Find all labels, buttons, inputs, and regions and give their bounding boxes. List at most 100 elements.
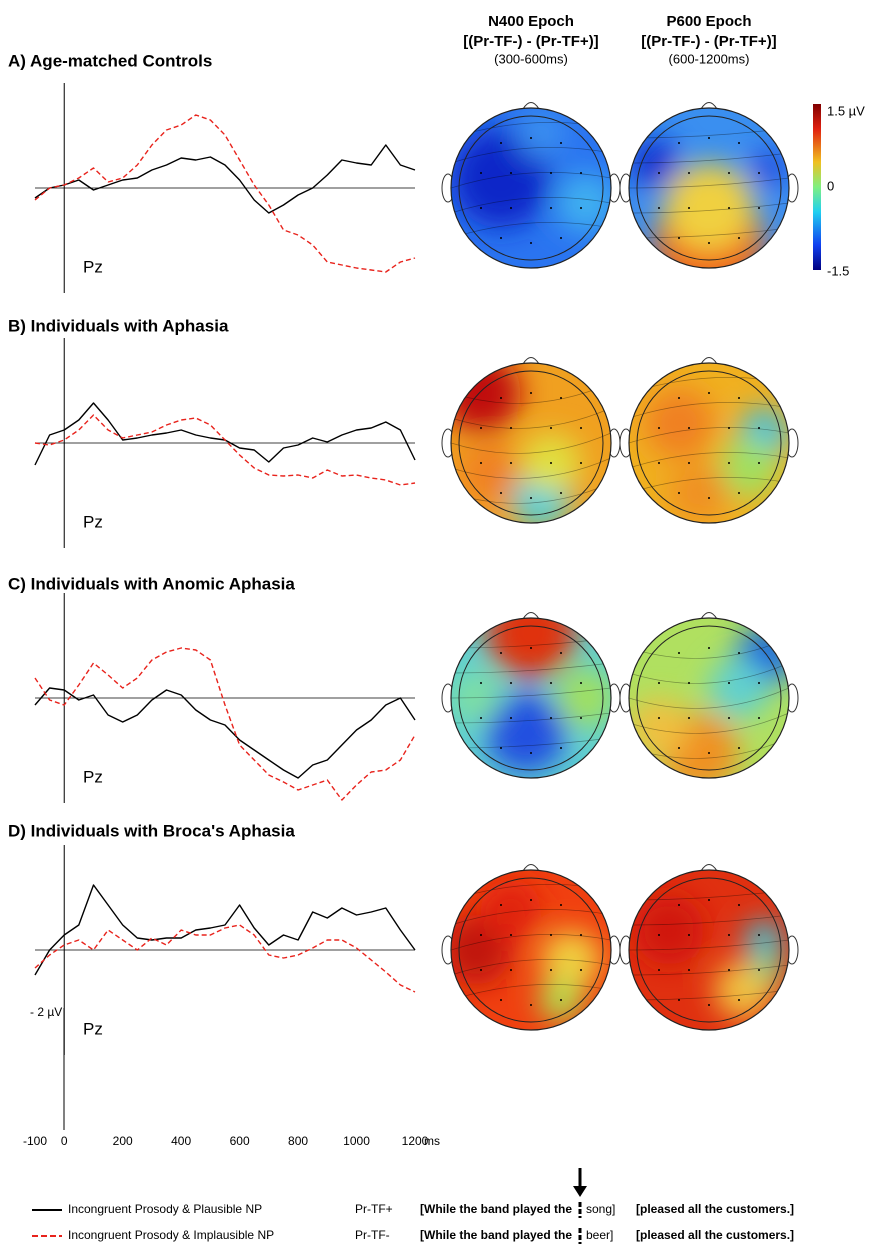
head-outline <box>628 869 790 1031</box>
electrode <box>530 647 532 649</box>
erp-line <box>34 924 416 993</box>
electrode <box>580 717 582 719</box>
head-outline <box>450 869 612 1031</box>
erp-line <box>34 144 416 214</box>
x-tick-label: 600 <box>230 1134 250 1148</box>
x-tick-label: 0 <box>61 1134 68 1148</box>
topomap <box>441 357 621 524</box>
nose <box>700 357 718 365</box>
field-blob <box>461 443 521 503</box>
contour <box>629 914 789 926</box>
nose <box>700 102 718 110</box>
x-tick-label: 400 <box>171 1134 191 1148</box>
electrode <box>530 242 532 244</box>
electrode <box>500 999 502 1001</box>
nose <box>522 864 540 872</box>
electrode <box>480 462 482 464</box>
head-outline <box>450 617 612 779</box>
arrow-head <box>573 1186 587 1197</box>
electrode <box>758 462 760 464</box>
electrode <box>480 172 482 174</box>
electrode <box>510 427 512 429</box>
contour <box>629 152 789 164</box>
electrode <box>550 717 552 719</box>
erp-line <box>34 402 416 466</box>
electrode <box>560 999 562 1001</box>
electrode <box>530 752 532 754</box>
scale-label: - 2 µV <box>30 1005 62 1019</box>
field-blob <box>634 895 704 965</box>
contour <box>629 452 789 469</box>
electrode <box>510 717 512 719</box>
electrode <box>738 904 740 906</box>
electrode <box>758 207 760 209</box>
electrode <box>658 682 660 684</box>
electrode <box>500 142 502 144</box>
electrode <box>678 904 680 906</box>
electrode <box>658 462 660 464</box>
field <box>451 363 611 523</box>
electrode <box>678 397 680 399</box>
electrode <box>580 172 582 174</box>
field-blob <box>664 163 754 253</box>
legend-word: song] <box>586 1202 615 1216</box>
contour <box>629 712 789 734</box>
electrode <box>688 172 690 174</box>
electrode <box>510 969 512 971</box>
field <box>451 870 611 1030</box>
legend-sentence: [While the band played the <box>420 1228 572 1242</box>
field-blobs <box>451 618 611 773</box>
electrode <box>758 934 760 936</box>
nose <box>700 612 718 620</box>
electrode <box>758 682 760 684</box>
electrode <box>708 392 710 394</box>
electrode <box>688 934 690 936</box>
nose <box>700 864 718 872</box>
electrode <box>550 462 552 464</box>
electrode <box>738 652 740 654</box>
electrode <box>530 497 532 499</box>
electrode <box>708 497 710 499</box>
electrode <box>480 969 482 971</box>
electrode <box>658 172 660 174</box>
field-blob <box>556 668 611 728</box>
electrode <box>510 934 512 936</box>
epoch-window: (300-600ms) <box>494 51 568 66</box>
legend-label: Incongruent Prosody & Plausible NP <box>68 1202 262 1216</box>
field-blob <box>516 108 566 158</box>
electrode <box>580 427 582 429</box>
electrode <box>500 492 502 494</box>
electrode <box>708 137 710 139</box>
electrode <box>758 969 760 971</box>
electrode <box>688 207 690 209</box>
electrode <box>688 462 690 464</box>
electrode <box>728 427 730 429</box>
legend-label: Incongruent Prosody & Implausible NP <box>68 1228 274 1242</box>
electrode <box>580 462 582 464</box>
topomap <box>619 357 799 524</box>
field-blob <box>486 693 566 773</box>
erp-line <box>34 114 416 273</box>
electrode <box>678 492 680 494</box>
legend-word: beer] <box>586 1228 613 1242</box>
legend-sentence: [While the band played the <box>420 1202 572 1216</box>
x-tick-label: 1000 <box>343 1134 370 1148</box>
field-blobs <box>644 388 789 523</box>
contour <box>629 939 789 951</box>
electrode <box>500 652 502 654</box>
contour <box>629 227 789 239</box>
topomap <box>441 612 621 779</box>
contour <box>451 457 611 479</box>
electrode <box>678 999 680 1001</box>
electrode <box>738 397 740 399</box>
field-blob <box>451 363 521 433</box>
head-outline <box>628 617 790 779</box>
electrode <box>550 207 552 209</box>
electrode <box>580 682 582 684</box>
head-inner <box>636 625 782 771</box>
legend-rest: [pleased all the customers.] <box>636 1202 794 1216</box>
electrode-label: Pz <box>83 257 103 276</box>
electrode <box>530 1004 532 1006</box>
